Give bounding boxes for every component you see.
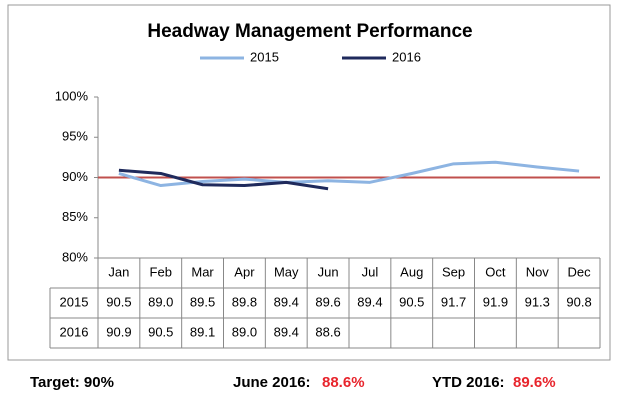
x-tick-label: Jun: [318, 264, 339, 279]
table-cell: 91.9: [483, 294, 508, 309]
y-tick-label: 85%: [62, 209, 88, 224]
x-tick-label: May: [274, 264, 299, 279]
x-tick-label: Apr: [234, 264, 255, 279]
table-cell: 89.4: [357, 294, 382, 309]
x-tick-label: Jul: [362, 264, 379, 279]
x-tick-label: Mar: [191, 264, 214, 279]
x-tick-label: Nov: [526, 264, 550, 279]
table-cell: 89.6: [315, 294, 340, 309]
x-tick-label: Dec: [568, 264, 592, 279]
y-tick-label: 100%: [55, 88, 89, 103]
table-row-label: 2015: [60, 294, 89, 309]
chart-border: [7, 4, 611, 361]
footer-ytd-label: YTD 2016:: [432, 374, 505, 391]
table-cell: 90.8: [566, 294, 591, 309]
legend-label: 2016: [392, 49, 421, 64]
table-cell: 89.4: [274, 294, 299, 309]
table-cell: 90.9: [106, 324, 131, 339]
x-tick-label: Jan: [108, 264, 129, 279]
series-line: [118, 168, 329, 191]
y-tick-label: 95%: [62, 129, 88, 144]
y-tick-label: 80%: [62, 249, 88, 264]
table-cell: 90.5: [106, 294, 131, 309]
y-tick-label: 90%: [62, 169, 88, 184]
table-cell: 89.8: [232, 294, 257, 309]
table-cell: 88.6: [315, 324, 340, 339]
table-cell: 89.1: [190, 324, 215, 339]
x-tick-label: Aug: [400, 264, 423, 279]
table-cell: 89.5: [190, 294, 215, 309]
footer-june-label: June 2016:: [233, 374, 311, 391]
table-cell: 90.5: [148, 324, 173, 339]
x-tick-label: Feb: [150, 264, 172, 279]
chart-title: Headway Management Performance: [147, 21, 472, 42]
legend-label: 2015: [250, 49, 279, 64]
table-cell: 91.7: [441, 294, 466, 309]
footer-june-value: 88.6%: [322, 374, 365, 391]
footer-ytd-value: 89.6%: [513, 374, 556, 391]
table-cell: 89.4: [274, 324, 299, 339]
table-cell: 89.0: [148, 294, 173, 309]
x-tick-label: Oct: [485, 264, 506, 279]
footer-target: Target: 90%: [30, 374, 114, 391]
x-tick-label: Sep: [442, 264, 465, 279]
table-row-label: 2016: [60, 324, 89, 339]
table-cell: 90.5: [399, 294, 424, 309]
table-cell: 91.3: [525, 294, 550, 309]
table-cell: 89.0: [232, 324, 257, 339]
